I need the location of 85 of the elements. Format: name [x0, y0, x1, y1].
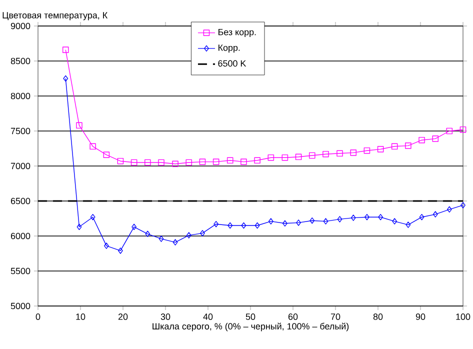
- point: [419, 214, 424, 220]
- point: [172, 239, 178, 246]
- legend-label: Без корр.: [218, 28, 256, 37]
- point: [62, 46, 69, 53]
- point: [337, 216, 342, 222]
- point: [406, 222, 411, 228]
- y-tick-label: 5500: [10, 268, 30, 274]
- point: [117, 158, 124, 164]
- point: [446, 128, 453, 134]
- point: [268, 154, 274, 161]
- point: [200, 230, 205, 236]
- point: [144, 159, 151, 166]
- x-tick-label: 70: [330, 314, 340, 320]
- point: [322, 150, 329, 158]
- x-tick-label: 30: [160, 314, 170, 320]
- y-tick-label: 9000: [10, 22, 30, 30]
- point: [418, 136, 425, 144]
- point: [295, 154, 302, 160]
- legend-label: Корр.: [218, 44, 240, 53]
- y-tick-label: 6000: [10, 232, 30, 240]
- point: [460, 202, 466, 208]
- x-tick-label: 0: [36, 314, 40, 320]
- point: [118, 248, 123, 254]
- y-tick-label: 7500: [10, 128, 30, 134]
- point: [212, 158, 220, 165]
- x-axis-title: Шкала серого, % (0% – черный, 100% – белый): [152, 322, 349, 332]
- point: [432, 211, 438, 218]
- legend-label: 6500 K: [218, 60, 246, 67]
- point: [446, 206, 452, 213]
- x-tick-label: 50: [246, 314, 256, 320]
- point: [282, 220, 288, 227]
- x-tick-label: 40: [203, 314, 213, 320]
- point: [103, 152, 110, 158]
- point: [310, 217, 315, 224]
- point: [268, 218, 274, 224]
- point: [308, 152, 316, 159]
- point: [336, 150, 343, 157]
- x-tick-label: 100: [456, 314, 470, 320]
- point: [130, 159, 138, 166]
- y-tick-label: 6500: [10, 198, 30, 204]
- y-axis-title: Цветовая температура, К: [2, 12, 108, 20]
- x-tick-label: 10: [76, 314, 86, 320]
- point: [350, 150, 356, 156]
- point: [214, 220, 219, 228]
- point: [254, 157, 260, 164]
- point: [377, 146, 384, 152]
- point: [254, 222, 260, 229]
- point: [240, 158, 247, 165]
- y-tick-label: 5000: [10, 302, 30, 310]
- point: [364, 214, 370, 220]
- x-tick-label: 60: [288, 314, 298, 320]
- x-tick-label: 90: [416, 314, 426, 320]
- y-tick-label: 7000: [10, 162, 30, 170]
- point: [145, 230, 150, 238]
- point: [405, 142, 412, 149]
- point: [350, 214, 356, 221]
- point: [241, 222, 246, 229]
- point: [63, 75, 68, 82]
- point: [90, 214, 96, 220]
- point: [323, 218, 328, 224]
- point: [132, 224, 136, 230]
- point: [391, 143, 398, 150]
- x-tick-label: 80: [373, 314, 383, 320]
- point: [226, 157, 234, 164]
- point: [76, 224, 82, 230]
- y-tick-label: 8500: [10, 58, 30, 64]
- point: [378, 214, 383, 220]
- point: [158, 159, 164, 166]
- point: [172, 160, 178, 168]
- point: [282, 154, 288, 161]
- point: [76, 122, 82, 129]
- x-tick-label: 20: [118, 314, 128, 320]
- point: [432, 136, 439, 142]
- point: [296, 220, 301, 226]
- point: [186, 159, 192, 166]
- point: [364, 147, 370, 154]
- point: [104, 242, 109, 249]
- point: [228, 222, 233, 229]
- point: [460, 126, 466, 133]
- point: [90, 143, 96, 150]
- point: [186, 232, 192, 238]
- y-tick-label: 8000: [10, 92, 30, 100]
- point: [199, 158, 206, 165]
- point: [158, 236, 164, 242]
- point: [392, 218, 398, 224]
